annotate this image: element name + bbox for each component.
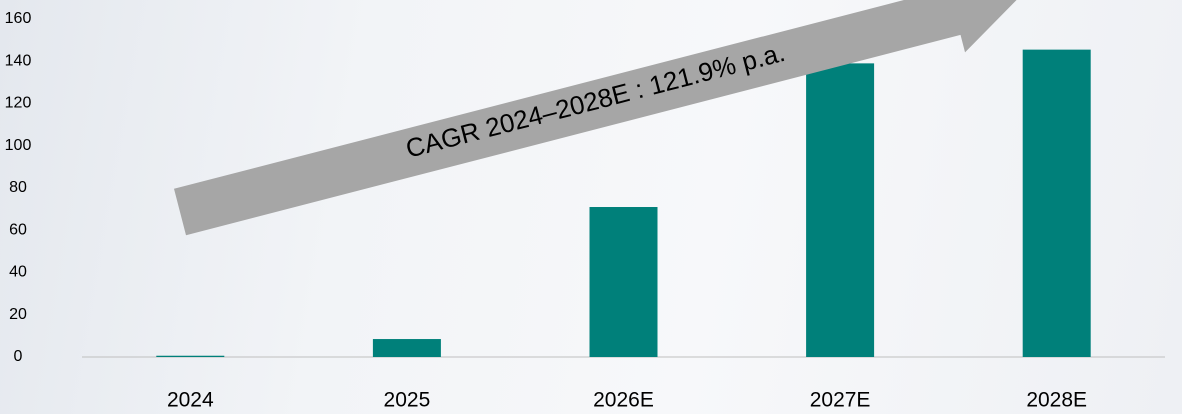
bar — [806, 63, 875, 358]
y-tick-label: 40 — [9, 264, 27, 281]
x-tick-label: 2024 — [167, 389, 214, 412]
bar — [1022, 49, 1091, 357]
annotation: CAGR 2024–2028E : 121.9% p.a. — [403, 37, 788, 164]
y-tick-label: 100 — [5, 137, 32, 154]
x-tick-label: 2025 — [384, 389, 431, 412]
y-tick-label: 160 — [5, 10, 32, 27]
x-tick-label: 2026E — [593, 389, 654, 412]
y-tick-label: 120 — [5, 95, 32, 112]
bar — [156, 355, 225, 357]
bar — [589, 207, 658, 357]
arrow-shape — [173, 0, 1023, 236]
x-tick-label: 2027E — [810, 389, 871, 412]
bar — [372, 339, 441, 357]
y-tick-label: 60 — [9, 221, 27, 238]
y-tick-label: 140 — [5, 52, 32, 69]
y-tick-label: 20 — [9, 306, 27, 323]
y-tick-label: 80 — [9, 179, 27, 196]
x-tick-label: 2028E — [1026, 389, 1087, 412]
y-tick-label: 0 — [14, 348, 23, 365]
